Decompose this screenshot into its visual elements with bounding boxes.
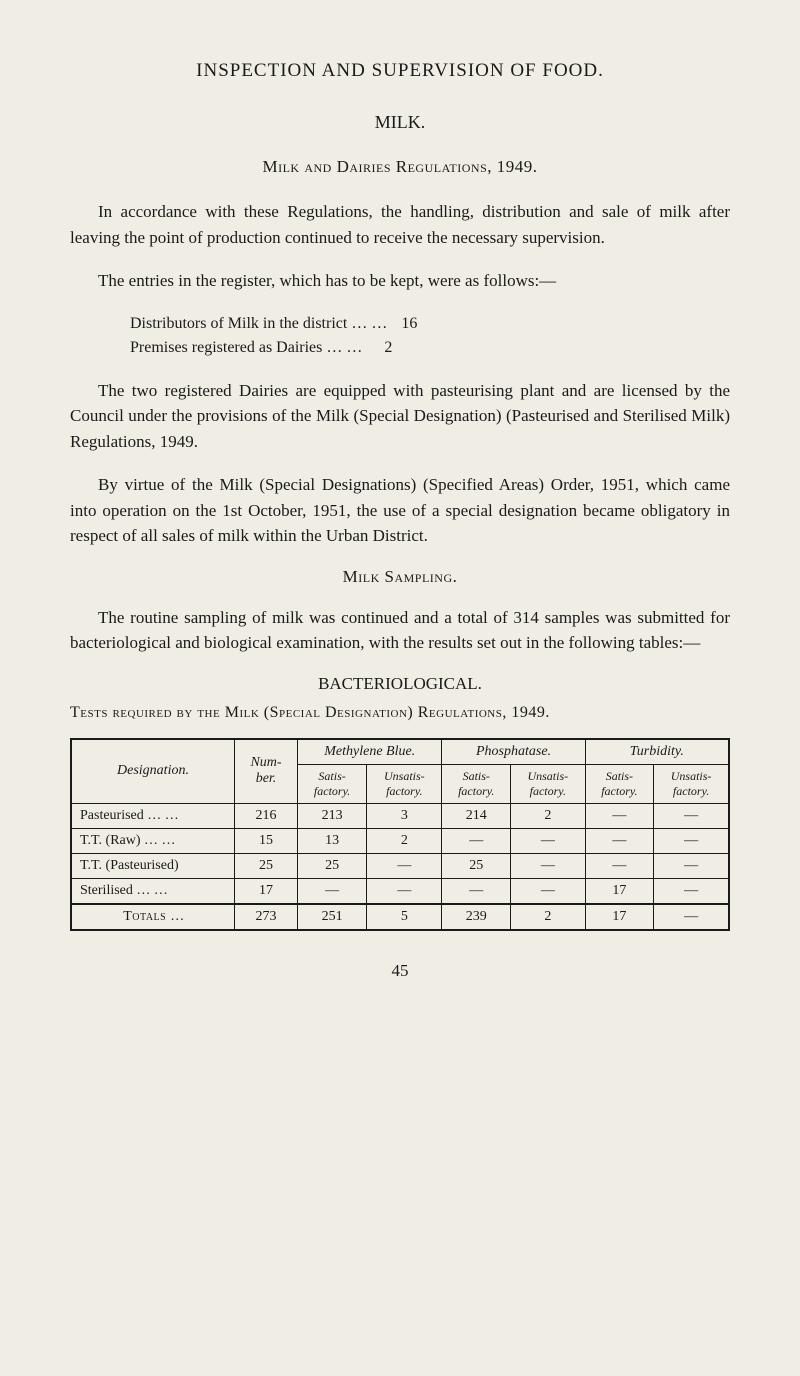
th-sub-unsatis: Unsatis- factory. <box>654 764 729 803</box>
register-row-1: Distributors of Milk in the district … …… <box>130 312 730 336</box>
paragraph-2: The entries in the register, which has t… <box>70 268 730 294</box>
cell-num: 17 <box>235 878 298 904</box>
cell: 251 <box>298 904 367 930</box>
cell-label: T.T. (Raw) … … <box>71 828 235 853</box>
cell-num: 273 <box>235 904 298 930</box>
cell-label: Sterilised … … <box>71 878 235 904</box>
cell: — <box>585 828 654 853</box>
cell: — <box>585 853 654 878</box>
table-row: Pasteurised … … 216 213 3 214 2 — — <box>71 803 729 828</box>
th-sub-satis: Satis- factory. <box>585 764 654 803</box>
register-label: Premises registered as Dairies … … <box>130 336 362 360</box>
cell: 214 <box>442 803 511 828</box>
cell: — <box>654 828 729 853</box>
cell: 25 <box>442 853 511 878</box>
cell: — <box>442 828 511 853</box>
cell: — <box>511 853 586 878</box>
table-row-totals: Totals … 273 251 5 239 2 17 — <box>71 904 729 930</box>
cell: 2 <box>511 803 586 828</box>
page-number: 45 <box>70 961 730 981</box>
cell: — <box>367 853 442 878</box>
cell: 17 <box>585 904 654 930</box>
cell-label: T.T. (Pasteurised) <box>71 853 235 878</box>
cell: — <box>654 904 729 930</box>
paragraph-4: By virtue of the Milk (Special Designati… <box>70 472 730 549</box>
cell: 2 <box>367 828 442 853</box>
register-row-2: Premises registered as Dairies … … 2 <box>130 336 730 360</box>
main-title: INSPECTION AND SUPERVISION OF FOOD. <box>70 60 730 82</box>
cell: 13 <box>298 828 367 853</box>
register-list: Distributors of Milk in the district … …… <box>130 312 730 360</box>
register-value: 2 <box>362 336 392 360</box>
th-turbidity: Turbidity. <box>585 739 729 765</box>
table-row: T.T. (Pasteurised) 25 25 — 25 — — — <box>71 853 729 878</box>
th-methylene: Methylene Blue. <box>298 739 442 765</box>
paragraph-3: The two registered Dairies are equipped … <box>70 378 730 455</box>
bacteriological-title: BACTERIOLOGICAL. <box>70 674 730 694</box>
th-sub-satis: Satis- factory. <box>442 764 511 803</box>
cell-totals-label: Totals … <box>71 904 235 930</box>
cell: — <box>585 803 654 828</box>
section-sampling: Milk Sampling. <box>70 567 730 587</box>
th-sub-unsatis: Unsatis- factory. <box>511 764 586 803</box>
table-row: Sterilised … … 17 — — — — 17 — <box>71 878 729 904</box>
th-number: Num- ber. <box>235 739 298 804</box>
table-row: T.T. (Raw) … … 15 13 2 — — — — <box>71 828 729 853</box>
cell-num: 25 <box>235 853 298 878</box>
cell: — <box>442 878 511 904</box>
paragraph-5: The routine sampling of milk was continu… <box>70 605 730 656</box>
th-phosphatase: Phosphatase. <box>442 739 585 765</box>
cell: — <box>654 853 729 878</box>
tests-caption: Tests required by the Milk (Special Desi… <box>70 704 730 722</box>
cell: 239 <box>442 904 511 930</box>
register-value: 16 <box>387 312 417 336</box>
cell: — <box>298 878 367 904</box>
sub-title-milk: MILK. <box>70 112 730 133</box>
cell: 25 <box>298 853 367 878</box>
cell: 213 <box>298 803 367 828</box>
th-sub-satis: Satis- factory. <box>298 764 367 803</box>
cell-num: 216 <box>235 803 298 828</box>
paragraph-1: In accordance with these Regulations, th… <box>70 199 730 250</box>
th-designation: Designation. <box>71 739 235 804</box>
cell-label: Pasteurised … … <box>71 803 235 828</box>
cell: 3 <box>367 803 442 828</box>
results-table: Designation. Num- ber. Methylene Blue. P… <box>70 738 730 931</box>
cell: — <box>511 878 586 904</box>
cell: — <box>367 878 442 904</box>
cell: — <box>654 803 729 828</box>
cell: 17 <box>585 878 654 904</box>
register-label: Distributors of Milk in the district … … <box>130 312 387 336</box>
cell: 2 <box>511 904 586 930</box>
cell: — <box>654 878 729 904</box>
cell-num: 15 <box>235 828 298 853</box>
cell: — <box>511 828 586 853</box>
cell: 5 <box>367 904 442 930</box>
section-regs: Milk and Dairies Regulations, 1949. <box>70 157 730 177</box>
th-sub-unsatis: Unsatis- factory. <box>367 764 442 803</box>
